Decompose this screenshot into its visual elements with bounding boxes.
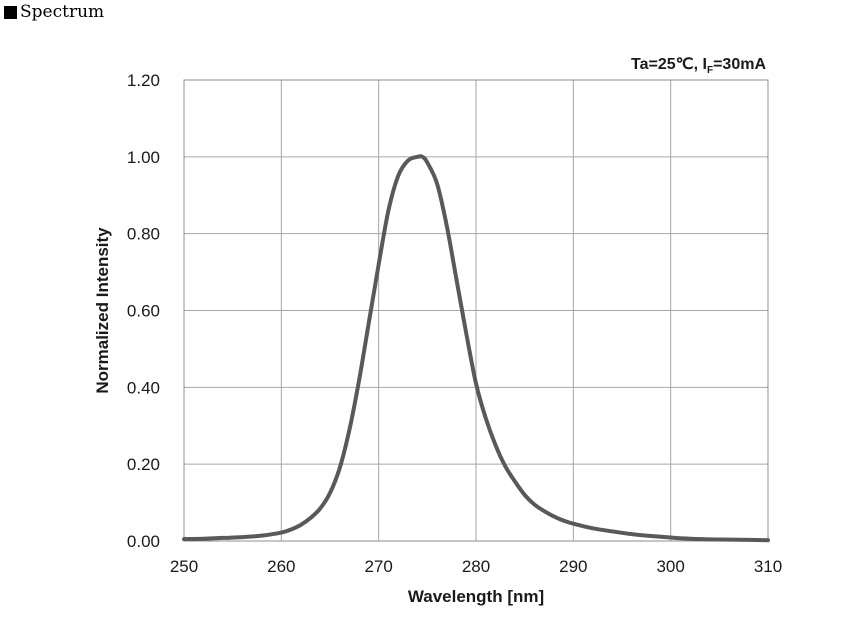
x-tick-label: 270: [364, 557, 392, 576]
y-tick-label: 0.40: [127, 378, 160, 397]
plot-frame: [183, 79, 769, 542]
y-tick-label: 1.20: [127, 71, 160, 90]
y-tick-label: 0.00: [127, 532, 160, 551]
y-tick-label: 0.60: [127, 302, 160, 321]
condition-prefix: Ta=25℃, I: [631, 56, 707, 73]
x-tick-label: 300: [656, 557, 684, 576]
y-tick-label: 0.80: [127, 225, 160, 244]
x-tick-label: 290: [559, 557, 587, 576]
condition-suffix: =30mA: [713, 56, 766, 73]
x-tick-label: 280: [462, 557, 490, 576]
x-axis-ticks: 250 260 270 280 290 300 310: [170, 557, 782, 576]
x-tick-label: 310: [754, 557, 782, 576]
square-bullet-icon: [4, 5, 17, 19]
grid: [183, 79, 769, 542]
y-axis-label: Normalized Intensity: [93, 227, 112, 394]
section-heading: Spectrum: [4, 2, 104, 22]
x-axis-label: Wavelength [nm]: [408, 587, 544, 606]
x-tick-label: 260: [267, 557, 295, 576]
condition-subscript: F: [707, 65, 713, 76]
y-tick-label: 0.20: [127, 455, 160, 474]
y-axis-ticks: 0.00 0.20 0.40 0.60 0.80 1.00 1.20: [127, 71, 160, 551]
condition-label: Ta=25℃, IF=30mA: [631, 56, 766, 76]
spectrum-line: [182, 154, 770, 543]
x-tick-label: 250: [170, 557, 198, 576]
y-tick-label: 1.00: [127, 148, 160, 167]
section-heading-text: Spectrum: [20, 2, 105, 22]
